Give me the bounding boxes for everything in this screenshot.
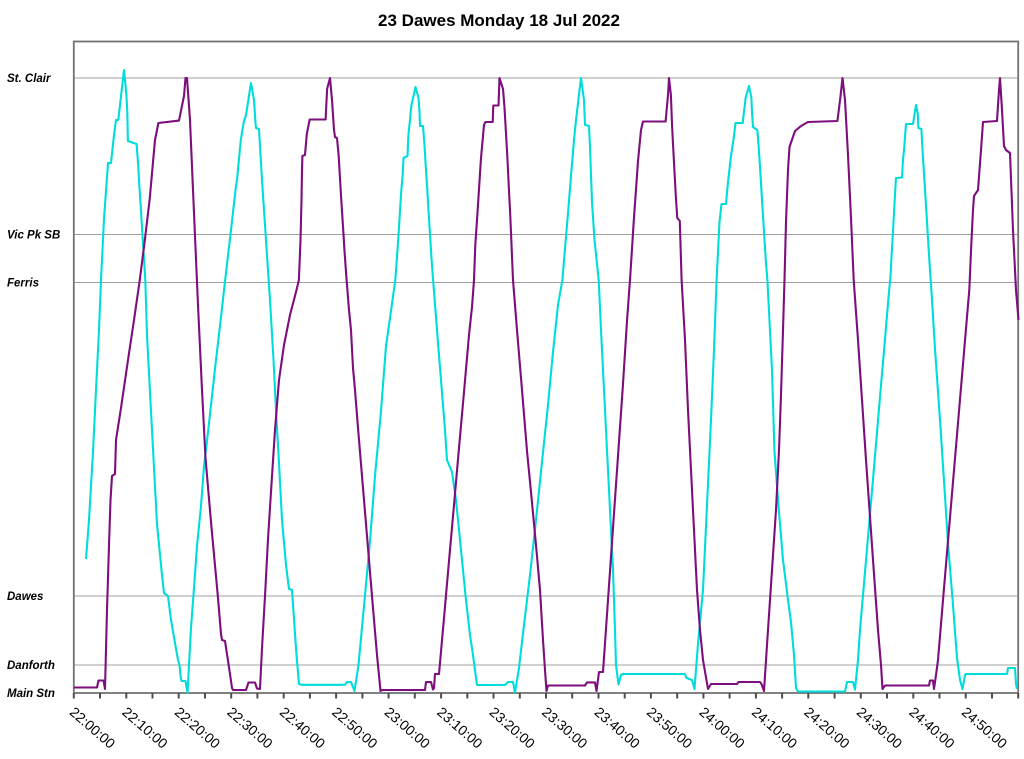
svg-text:Main Stn: Main Stn: [7, 688, 55, 700]
svg-text:Vic Pk SB: Vic Pk SB: [7, 230, 60, 242]
svg-text:Dawes: Dawes: [7, 591, 43, 603]
svg-text:Danforth: Danforth: [7, 660, 55, 672]
svg-text:23 Dawes Monday 18 Jul 2022: 23 Dawes Monday 18 Jul 2022: [378, 11, 620, 30]
svg-text:St. Clair: St. Clair: [7, 73, 51, 85]
svg-text:Ferris: Ferris: [7, 278, 39, 290]
